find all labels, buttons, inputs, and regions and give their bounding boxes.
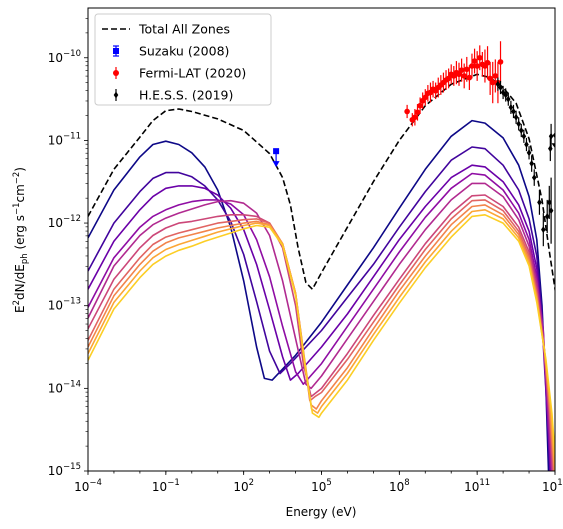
series-layer (88, 73, 555, 471)
suzaku-limit-arrow (272, 161, 280, 168)
hess-point (518, 126, 524, 134)
x-axis-label: Energy (eV) (286, 505, 357, 519)
x-tick-label: 108 (389, 478, 410, 494)
fermi-point (445, 75, 452, 82)
hess-point (503, 91, 509, 99)
hess-point (508, 103, 514, 111)
fermi-point (487, 75, 493, 82)
hess-point (506, 95, 511, 103)
y-axis: 10−15 10−14 10−13 10−12 10−11 10−10 (48, 18, 88, 478)
y-tick-label: 10−14 (48, 379, 81, 395)
x-tick-label: 1014 (542, 478, 563, 494)
fermi-point (414, 109, 421, 116)
x-tick-label: 10−4 (74, 478, 102, 494)
fermi-point (412, 114, 418, 121)
hess-point (511, 107, 516, 115)
series-zone-2 (88, 146, 551, 471)
hess-point (548, 207, 554, 215)
series-zone-5 (88, 182, 553, 471)
fermi-point (492, 73, 499, 79)
x-tick-label: 102 (233, 478, 254, 494)
legend-item: Fermi-LAT (2020) (113, 66, 246, 81)
hess-point (524, 141, 529, 149)
fermi-point (463, 66, 470, 73)
fermi-point (484, 59, 491, 66)
hess-point (498, 84, 503, 92)
fermi-point (471, 58, 478, 64)
fermi-point (422, 94, 429, 101)
hess-point (495, 80, 501, 88)
legend-square-marker-icon (113, 48, 119, 54)
hess-point (529, 160, 534, 168)
y-tick-label: 10−11 (48, 131, 81, 147)
hess-limit-arrow (551, 143, 555, 149)
series-zone-7 (88, 199, 555, 471)
legend-item: Suzaku (2008) (113, 44, 229, 59)
legend-item: Total All Zones (102, 22, 230, 37)
hess-point (537, 198, 542, 206)
y-tick-label: 10−12 (48, 214, 81, 230)
legend-label: Total All Zones (138, 22, 230, 37)
series-zone-9 (88, 209, 555, 471)
legend: Total All Zones Suzaku (2008) Fermi-LAT (2… (94, 13, 272, 106)
hess-point (516, 120, 521, 128)
x-tick-label: 1011 (464, 478, 490, 494)
fermi-point (497, 59, 504, 65)
hess-point (548, 145, 553, 153)
legend-item: H.E.S.S. (2019) (113, 88, 233, 103)
series-zone-10 (88, 214, 555, 465)
series-zone-3 (88, 164, 552, 471)
series-zone-4 (88, 172, 552, 471)
hess-point (513, 113, 519, 121)
y-tick-label: 10−15 (48, 462, 81, 478)
legend-box (94, 13, 272, 106)
x-axis: 10−4 10−1 102 105 108 1011 1014 (74, 471, 563, 494)
legend-label: Fermi-LAT (2020) (139, 66, 246, 81)
fermi-point (458, 67, 465, 73)
legend-label: H.E.S.S. (2019) (139, 88, 233, 103)
x-tick-label: 105 (311, 478, 332, 494)
fermi-point (476, 54, 483, 61)
hess-point (541, 226, 546, 234)
hess-point (546, 198, 552, 206)
fermi-point (469, 63, 475, 69)
series-zone-8 (88, 204, 555, 471)
y-tick-label: 10−13 (48, 297, 81, 313)
fermi-point (417, 102, 423, 109)
hess-point (548, 132, 554, 140)
hess-point (531, 174, 537, 182)
legend-diamond-marker-icon (113, 91, 119, 99)
points-layer (272, 41, 555, 247)
fermi-point (466, 74, 473, 81)
fermi-point (456, 71, 462, 78)
series-zone-6 (88, 194, 554, 471)
x-tick-label: 10−1 (152, 478, 180, 494)
y-axis-label: E2dN/dEph (erg s−1cm−2) (12, 167, 30, 313)
series-zone-1 (88, 119, 550, 471)
hess-point (521, 132, 527, 140)
fermi-point (461, 73, 467, 79)
fermi-point (404, 108, 410, 115)
series-total-all-zones (88, 73, 555, 295)
legend-label: Suzaku (2008) (139, 44, 229, 59)
fermi-point (474, 63, 480, 69)
legend-circle-marker-icon (113, 70, 119, 76)
fermi-point (489, 79, 496, 86)
y-tick-label: 10−10 (48, 49, 81, 65)
hess-point (526, 149, 532, 157)
hess-point (544, 212, 550, 220)
